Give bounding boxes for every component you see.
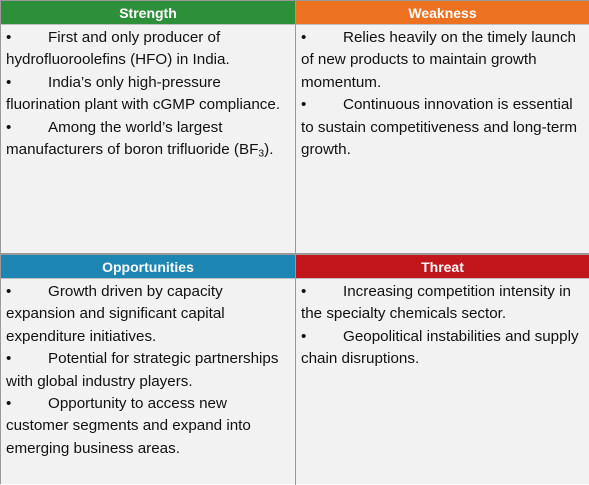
weakness-quadrant: Weakness • Relies heavily on the timely l… bbox=[296, 1, 589, 253]
weakness-header: Weakness bbox=[296, 1, 589, 25]
opportunities-item-text: Growth driven by capacity expansion and … bbox=[6, 283, 225, 345]
bullet-icon: • bbox=[6, 283, 12, 300]
bullet-icon: • bbox=[6, 118, 12, 136]
threat-item: • Geopolitical instabilities and supply c… bbox=[301, 326, 585, 371]
bullet-icon: • bbox=[6, 73, 12, 91]
weakness-item: • Relies heavily on the timely launch of … bbox=[301, 27, 585, 94]
opportunities-item: • Growth driven by capacity expansion and… bbox=[6, 281, 291, 348]
strength-item-text: First and only producer of hydrofluorool… bbox=[6, 29, 230, 69]
strength-item-end: ). bbox=[264, 141, 274, 159]
opportunities-item: • Opportunity to access new customer segm… bbox=[6, 393, 291, 460]
bullet-icon: • bbox=[301, 96, 307, 114]
opportunities-item-text: Opportunity to access new customer segme… bbox=[6, 395, 251, 457]
threat-item-text: Increasing competition intensity in the … bbox=[301, 283, 571, 323]
horizontal-divider bbox=[1, 253, 589, 255]
bullet-icon: • bbox=[6, 395, 12, 413]
weakness-item-text: Continuous innovation is essential to su… bbox=[301, 96, 578, 159]
bullet-icon: • bbox=[6, 29, 12, 46]
threat-list: • Increasing competition intensity in the… bbox=[296, 279, 589, 371]
opportunities-item-text: Potential for strategic partnerships wit… bbox=[6, 350, 279, 390]
strength-item: • Among the world’s largest manufacturers… bbox=[6, 117, 291, 166]
strength-item-text: Among the world’s largest manufacturers … bbox=[6, 118, 259, 159]
weakness-item-text: Relies heavily on the timely launch of n… bbox=[301, 29, 576, 91]
vertical-divider bbox=[295, 1, 296, 485]
bullet-icon: • bbox=[301, 327, 307, 345]
strength-header: Strength bbox=[1, 1, 295, 25]
strength-item: • First and only producer of hydrofluoroo… bbox=[6, 27, 291, 72]
weakness-list: • Relies heavily on the timely launch of … bbox=[296, 25, 589, 161]
subscript-digit: 3 bbox=[258, 148, 265, 160]
bullet-icon: • bbox=[301, 29, 307, 46]
opportunities-list: • Growth driven by capacity expansion and… bbox=[1, 279, 295, 460]
bullet-icon: • bbox=[301, 283, 307, 300]
threat-item: • Increasing competition intensity in the… bbox=[301, 281, 585, 326]
opportunities-item: • Potential for strategic partnerships wi… bbox=[6, 348, 291, 393]
threat-header: Threat bbox=[296, 255, 589, 279]
opportunities-quadrant: Opportunities • Growth driven by capacity… bbox=[1, 255, 295, 484]
threat-item-text: Geopolitical instabilities and supply ch… bbox=[301, 327, 579, 368]
strength-list: • First and only producer of hydrofluoroo… bbox=[1, 25, 295, 166]
opportunities-header: Opportunities bbox=[1, 255, 295, 279]
strength-item-text: India’s only high-pressure fluorination … bbox=[6, 73, 281, 114]
strength-quadrant: Strength • First and only producer of hyd… bbox=[1, 1, 295, 253]
weakness-item: • Continuous innovation is essential to s… bbox=[301, 94, 585, 161]
strength-item: • India’s only high-pressure fluorination… bbox=[6, 72, 291, 117]
bullet-icon: • bbox=[6, 350, 12, 368]
threat-quadrant: Threat • Increasing competition intensity… bbox=[296, 255, 589, 484]
